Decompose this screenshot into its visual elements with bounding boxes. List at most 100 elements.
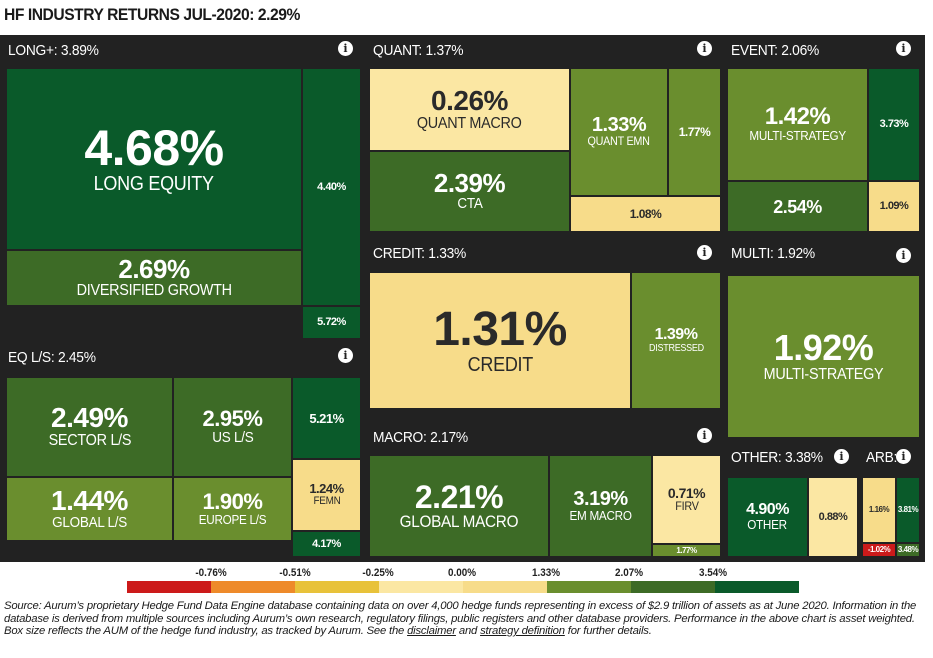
info-icon[interactable]: i	[896, 248, 911, 263]
tile-label: QUANT EMN	[587, 134, 651, 149]
legend-swatch	[127, 581, 211, 593]
tile-label: LONG EQUITY	[93, 173, 215, 195]
treemap-tile[interactable]: 4.40%	[302, 68, 361, 306]
treemap-tile[interactable]: 2.39% CTA	[369, 151, 570, 232]
tile-label: MULTI-STRATEGY	[749, 128, 846, 144]
legend-tick-label: -0.76%	[195, 567, 227, 579]
treemap-tile[interactable]: 3.19% EM MACRO	[549, 455, 652, 557]
source-text: Source: Aurum’s proprietary Hedge Fund D…	[4, 600, 917, 638]
legend-tick-label: -0.51%	[279, 567, 311, 579]
treemap-tile[interactable]: 1.08%	[570, 196, 721, 232]
treemap-tile[interactable]: 2.21% GLOBAL MACRO	[369, 455, 549, 557]
tile-label: EUROPE L/S	[198, 511, 267, 527]
legend-swatch	[463, 581, 547, 593]
tile-value: 5.21%	[309, 410, 344, 426]
group-header: QUANT: 1.37%	[365, 35, 723, 65]
treemap-tile[interactable]: 1.39% DISTRESSED	[631, 272, 721, 409]
treemap-tile[interactable]: 1.33% QUANT EMN	[570, 68, 668, 196]
tile-value: 3.73%	[879, 118, 909, 130]
tile-value: 1.77%	[678, 125, 711, 139]
info-icon[interactable]: i	[896, 449, 911, 464]
tile-value: 0.88%	[818, 510, 848, 523]
tile-label: US L/S	[211, 428, 254, 446]
info-icon[interactable]: i	[697, 41, 712, 56]
treemap-tile[interactable]: 0.88%	[808, 477, 858, 557]
treemap-tile[interactable]: 4.90% OTHER	[727, 477, 808, 557]
group-header: LONG+: 3.89%	[0, 35, 365, 65]
info-icon[interactable]: i	[697, 245, 712, 260]
treemap-tile[interactable]: 1.92% MULTI-STRATEGY	[727, 275, 920, 438]
treemap-tile[interactable]: 3.81%	[896, 477, 920, 543]
treemap-tile[interactable]: 4.68% LONG EQUITY	[6, 68, 302, 250]
info-icon[interactable]: i	[697, 428, 712, 443]
treemap-tile[interactable]: 5.21%	[292, 377, 361, 459]
page-title: HF INDUSTRY RETURNS JUL-2020: 2.29%	[4, 5, 300, 24]
tile-value: 2.54%	[773, 196, 822, 217]
tile-value: 2.69%	[118, 254, 190, 285]
legend-tick-label: 3.54%	[698, 567, 728, 579]
tile-value: 1.16%	[868, 505, 890, 514]
disclaimer-link[interactable]: disclaimer	[407, 625, 456, 638]
treemap-tile[interactable]: 2.69% DIVERSIFIED GROWTH	[6, 250, 302, 306]
tile-label: DIVERSIFIED GROWTH	[76, 282, 232, 300]
treemap-tile[interactable]: 3.73%	[868, 68, 920, 181]
tile-value: 3.19%	[573, 487, 628, 510]
group-header-label: LONG+: 3.89%	[8, 41, 99, 59]
group-header: EVENT: 2.06%	[723, 35, 923, 65]
tile-value: -1.02%	[867, 545, 891, 554]
treemap-tile[interactable]: 2.49% SECTOR L/S	[6, 377, 173, 477]
treemap-tile[interactable]: 1.77%	[668, 68, 721, 196]
strategy-definition-link[interactable]: strategy definition	[480, 625, 565, 638]
source-suffix: for further details.	[564, 625, 652, 638]
info-icon[interactable]: i	[896, 41, 911, 56]
source-note: Source: Aurum’s proprietary Hedge Fund D…	[4, 600, 929, 638]
tile-value: 1.44%	[51, 484, 128, 516]
tile-label: GLOBAL L/S	[52, 513, 127, 531]
tile-value: 1.42%	[764, 103, 831, 131]
treemap-tile[interactable]: 1.24% FEMN	[292, 459, 361, 531]
tile-value: 1.09%	[879, 200, 909, 212]
treemap-tile[interactable]: 1.90% EUROPE L/S	[173, 477, 292, 541]
tile-value: 4.68%	[84, 120, 224, 176]
info-icon[interactable]: i	[834, 449, 849, 464]
treemap-tile[interactable]: 1.44% GLOBAL L/S	[6, 477, 173, 541]
tile-value: 1.31%	[433, 302, 567, 356]
tile-value: 1.77%	[676, 545, 697, 555]
tile-value: 4.90%	[746, 500, 789, 518]
tile-label: FIRV	[674, 498, 699, 513]
treemap-tile[interactable]: 2.95% US L/S	[173, 377, 292, 477]
treemap-tile[interactable]: 1.77%	[652, 544, 721, 557]
treemap-tile[interactable]: 1.09%	[868, 181, 920, 232]
tile-value: 4.17%	[312, 537, 341, 550]
tile-value: 1.08%	[629, 207, 662, 221]
legend-tick-label: 0.00%	[447, 567, 477, 579]
treemap-tile[interactable]: 5.72%	[302, 306, 361, 339]
group-header: EQ L/S: 2.45%	[0, 342, 365, 372]
treemap-tile[interactable]: 1.31% CREDIT	[369, 272, 631, 409]
legend-swatch	[715, 581, 799, 593]
tile-value: 2.49%	[51, 402, 128, 434]
treemap-tile[interactable]: 0.26% QUANT MACRO	[369, 68, 570, 151]
treemap-tile[interactable]: 1.16%	[862, 477, 896, 543]
info-icon[interactable]: i	[338, 348, 353, 363]
group-header-label: EVENT: 2.06%	[731, 41, 819, 59]
color-legend: -0.76% -0.51% -0.25% 0.00% 1.33% 2.07% 3.54%	[0, 565, 933, 595]
tile-value: 1.24%	[309, 481, 344, 497]
tile-label: OTHER	[747, 516, 788, 532]
treemap-tile[interactable]: 0.71% FIRV	[652, 455, 721, 544]
treemap-tile[interactable]: 1.42% MULTI-STRATEGY	[727, 68, 868, 181]
treemap-tile[interactable]: 2.54%	[727, 181, 868, 232]
tile-value: 1.92%	[773, 326, 874, 368]
tile-label: EM MACRO	[569, 507, 632, 523]
treemap-tile[interactable]: 3.48%	[896, 543, 920, 557]
tile-label: GLOBAL MACRO	[399, 511, 519, 531]
tile-value: 2.95%	[202, 405, 263, 431]
treemap-tile[interactable]: -1.02%	[862, 543, 896, 557]
legend-tick-label: -0.25%	[362, 567, 394, 579]
group-header: ARB: 2	[858, 442, 925, 472]
info-icon[interactable]: i	[338, 41, 353, 56]
group-header-label: MACRO: 2.17%	[373, 428, 468, 446]
treemap-tile[interactable]: 4.17%	[292, 531, 361, 557]
tile-label: CTA	[456, 195, 483, 213]
tile-value: 3.81%	[897, 505, 919, 514]
